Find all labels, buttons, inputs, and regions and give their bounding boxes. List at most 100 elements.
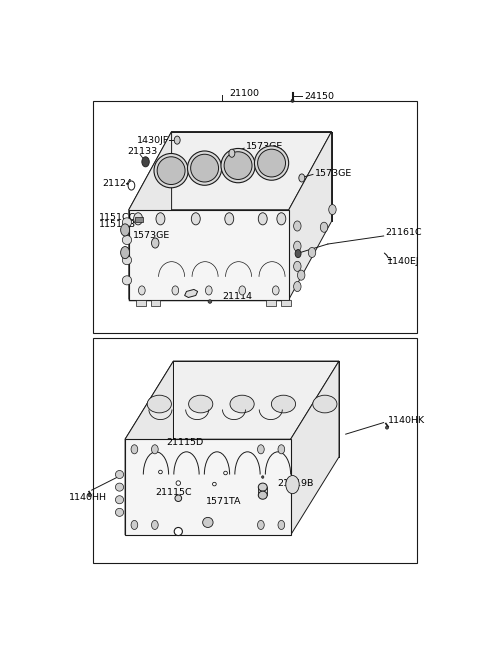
Ellipse shape bbox=[291, 100, 294, 102]
Circle shape bbox=[295, 250, 301, 257]
Text: 21133: 21133 bbox=[128, 147, 158, 157]
Ellipse shape bbox=[188, 151, 222, 185]
Circle shape bbox=[258, 445, 264, 454]
Circle shape bbox=[278, 445, 285, 454]
Text: 21115C: 21115C bbox=[155, 488, 192, 496]
Polygon shape bbox=[125, 361, 339, 440]
Ellipse shape bbox=[213, 482, 216, 486]
Circle shape bbox=[131, 521, 138, 529]
Polygon shape bbox=[129, 132, 332, 210]
Ellipse shape bbox=[122, 255, 132, 265]
Ellipse shape bbox=[208, 300, 212, 303]
Polygon shape bbox=[151, 299, 160, 305]
Circle shape bbox=[308, 248, 316, 257]
Ellipse shape bbox=[262, 476, 264, 478]
Ellipse shape bbox=[254, 146, 288, 180]
Circle shape bbox=[172, 286, 179, 295]
Circle shape bbox=[156, 213, 165, 225]
Text: 21161C: 21161C bbox=[385, 229, 422, 237]
Circle shape bbox=[277, 213, 286, 225]
Ellipse shape bbox=[174, 527, 182, 536]
Text: 1151CC: 1151CC bbox=[99, 214, 136, 222]
Polygon shape bbox=[281, 299, 290, 305]
Bar bbox=[135, 217, 144, 222]
Ellipse shape bbox=[191, 155, 218, 182]
Polygon shape bbox=[136, 299, 145, 305]
Bar bbox=[94, 339, 417, 563]
Ellipse shape bbox=[122, 235, 132, 244]
Polygon shape bbox=[125, 361, 173, 535]
Ellipse shape bbox=[157, 157, 185, 185]
Text: 21100: 21100 bbox=[229, 89, 259, 98]
Circle shape bbox=[152, 521, 158, 529]
Ellipse shape bbox=[154, 153, 188, 188]
Text: 1430JF: 1430JF bbox=[137, 136, 169, 145]
Circle shape bbox=[128, 181, 135, 190]
Text: 1140HK: 1140HK bbox=[388, 416, 425, 425]
Ellipse shape bbox=[189, 395, 213, 413]
Circle shape bbox=[329, 204, 336, 215]
Polygon shape bbox=[125, 440, 290, 535]
Ellipse shape bbox=[230, 395, 254, 413]
Circle shape bbox=[152, 445, 158, 454]
Circle shape bbox=[142, 157, 149, 167]
Polygon shape bbox=[289, 132, 332, 299]
Circle shape bbox=[229, 149, 235, 157]
Circle shape bbox=[120, 246, 130, 259]
Text: 21115D: 21115D bbox=[166, 438, 203, 447]
Ellipse shape bbox=[221, 149, 255, 183]
Ellipse shape bbox=[115, 483, 124, 491]
Circle shape bbox=[225, 213, 234, 225]
Polygon shape bbox=[290, 361, 339, 535]
Ellipse shape bbox=[122, 218, 132, 227]
Polygon shape bbox=[129, 210, 289, 299]
Circle shape bbox=[294, 221, 301, 231]
Ellipse shape bbox=[313, 395, 337, 413]
Ellipse shape bbox=[176, 481, 180, 485]
Text: 1573GE: 1573GE bbox=[132, 231, 170, 240]
Ellipse shape bbox=[271, 395, 296, 413]
Ellipse shape bbox=[175, 495, 181, 502]
Circle shape bbox=[258, 213, 267, 225]
Polygon shape bbox=[258, 487, 267, 495]
Text: 21119B: 21119B bbox=[277, 479, 314, 488]
Circle shape bbox=[152, 238, 159, 248]
Ellipse shape bbox=[258, 149, 286, 177]
Text: 1571TA: 1571TA bbox=[206, 496, 241, 506]
Polygon shape bbox=[185, 290, 198, 297]
Circle shape bbox=[294, 241, 301, 252]
Circle shape bbox=[131, 445, 138, 454]
Polygon shape bbox=[129, 132, 172, 299]
Ellipse shape bbox=[258, 491, 267, 499]
Circle shape bbox=[294, 261, 301, 271]
Ellipse shape bbox=[88, 494, 91, 496]
Text: 21114: 21114 bbox=[222, 293, 252, 301]
Bar bbox=[94, 102, 417, 333]
Ellipse shape bbox=[147, 395, 171, 413]
Circle shape bbox=[298, 270, 305, 280]
Ellipse shape bbox=[224, 471, 228, 475]
Circle shape bbox=[286, 476, 299, 494]
Circle shape bbox=[320, 222, 328, 233]
Polygon shape bbox=[266, 299, 276, 305]
Circle shape bbox=[299, 174, 305, 182]
Ellipse shape bbox=[224, 152, 252, 179]
Ellipse shape bbox=[158, 470, 162, 474]
Circle shape bbox=[258, 521, 264, 529]
Circle shape bbox=[239, 286, 246, 295]
Text: 1151CB: 1151CB bbox=[99, 220, 136, 229]
Ellipse shape bbox=[115, 508, 124, 516]
Circle shape bbox=[120, 224, 130, 236]
Circle shape bbox=[278, 521, 285, 529]
Text: 21124: 21124 bbox=[103, 179, 132, 187]
Ellipse shape bbox=[115, 496, 124, 504]
Circle shape bbox=[174, 136, 180, 144]
Text: 1573GE: 1573GE bbox=[315, 169, 352, 178]
Text: 1573GE: 1573GE bbox=[246, 141, 283, 151]
Ellipse shape bbox=[385, 426, 388, 429]
Circle shape bbox=[133, 213, 143, 225]
Circle shape bbox=[205, 286, 212, 295]
Circle shape bbox=[273, 286, 279, 295]
Text: 1140HH: 1140HH bbox=[69, 493, 107, 502]
Ellipse shape bbox=[122, 276, 132, 285]
